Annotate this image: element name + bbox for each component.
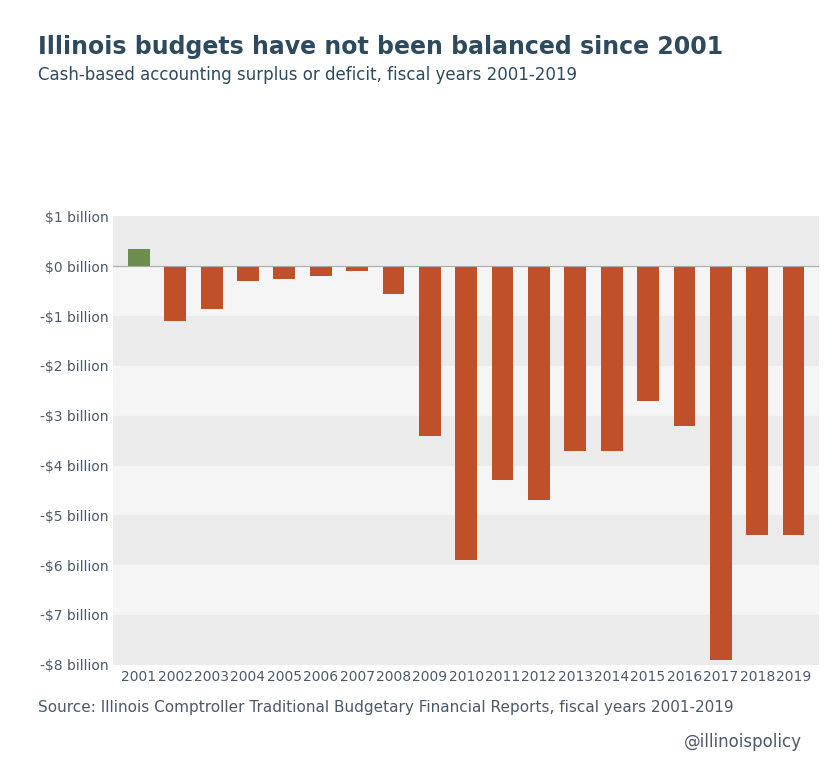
Bar — [113, 316, 819, 366]
Bar — [113, 216, 819, 266]
Bar — [601, 266, 622, 451]
Bar — [638, 266, 659, 400]
Bar — [165, 266, 186, 321]
Text: Cash-based accounting surplus or deficit, fiscal years 2001-2019: Cash-based accounting surplus or deficit… — [38, 66, 577, 83]
Bar — [310, 266, 332, 276]
Bar — [113, 615, 819, 665]
Bar — [113, 416, 819, 465]
Bar — [113, 516, 819, 565]
Bar — [113, 266, 819, 316]
Bar — [674, 266, 696, 426]
Bar — [274, 266, 295, 279]
Bar — [419, 266, 441, 436]
Text: @illinoispolicy: @illinoispolicy — [685, 734, 802, 751]
Bar — [491, 266, 513, 481]
Bar — [346, 266, 368, 271]
Bar — [237, 266, 259, 281]
Bar — [564, 266, 586, 451]
Text: Illinois budgets have not been balanced since 2001: Illinois budgets have not been balanced … — [38, 35, 723, 59]
Text: Source: Illinois Comptroller Traditional Budgetary Financial Reports, fiscal yea: Source: Illinois Comptroller Traditional… — [38, 700, 733, 714]
Bar — [128, 249, 150, 266]
Bar — [113, 565, 819, 615]
Bar — [113, 465, 819, 516]
Bar — [455, 266, 477, 560]
Bar — [746, 266, 768, 535]
Bar — [382, 266, 404, 294]
Bar — [528, 266, 550, 500]
Bar — [201, 266, 223, 308]
Bar — [113, 366, 819, 416]
Bar — [783, 266, 805, 535]
Bar — [710, 266, 732, 660]
